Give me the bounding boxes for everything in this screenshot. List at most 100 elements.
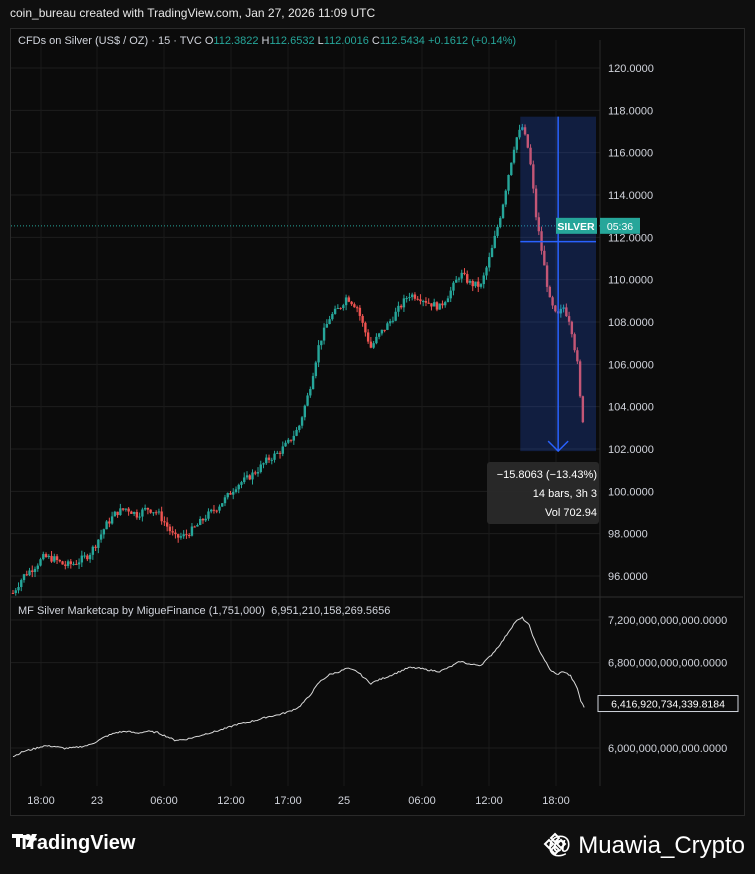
candle-body [226,493,229,498]
candle-body [83,555,86,557]
candle-body [132,512,136,514]
candle-body [581,396,585,423]
symbol-legend[interactable]: CFDs on Silver (US$ / OZ) · 15 · TVC O11… [18,35,516,47]
candle-body [163,521,166,523]
candle-body [116,511,119,516]
candle-body [97,539,100,548]
candle-body [328,319,331,325]
time-tick-label: 06:00 [408,795,436,807]
price-badge-countdown-bg [600,217,640,234]
indicator-tick-label: 6,000,000,000,000.0000 [608,743,727,755]
candle-body [176,534,180,538]
candle-body [369,341,373,348]
candle-body [36,565,39,569]
candle-body [358,307,362,316]
candle-body [499,218,502,227]
indicator-name: MF Silver Marketcap by MigueFinance (1,7… [18,605,265,617]
candle-body [386,323,389,330]
candle-body [91,546,95,555]
price-tick-label: 106.0000 [608,359,654,371]
candle-body [259,464,262,472]
candle-body [248,475,251,480]
indicator-value: 6,951,210,158,269.5656 [271,605,391,617]
candle-body [303,405,307,418]
candle-body [466,274,469,283]
candle-body [267,457,271,460]
candle-body [325,324,329,328]
tradingview-logo[interactable]: TradingView [12,832,135,855]
price-badge-countdown: 05:36 [607,221,633,233]
candle-body [529,147,532,165]
candle-body [284,442,287,447]
candle-body [364,322,367,333]
candle-body [47,555,50,558]
candle-body [207,511,210,519]
candle-body [523,127,527,135]
candle-body [174,532,177,535]
candle-body [350,301,353,305]
candle-body [215,510,218,512]
candle-body [237,484,240,490]
candle-body [413,294,417,299]
candle-body [273,453,276,460]
candle-body [171,531,174,533]
candle-body [278,452,282,454]
marketcap-indicator: 7,200,000,000,000.0000 6,800,000,000,000.… [11,615,739,758]
candle-body [187,535,191,537]
price-badge: SILVER 05:36 [556,217,640,234]
candle-body [518,129,521,138]
candle-body [455,279,458,283]
candle-body [399,305,403,308]
price-tick-label: 100.0000 [608,486,654,498]
candle-body [124,508,128,510]
indicator-legend[interactable]: MF Silver Marketcap by MigueFinance (1,7… [18,605,390,617]
candle-body [210,509,213,512]
candle-body [143,507,147,510]
close-label: C [371,35,380,47]
time-tick-label: 12:00 [217,795,245,807]
candle-body [243,477,246,483]
time-tick-label: 17:00 [274,795,302,807]
candle-body [256,471,260,474]
candle-body [20,580,23,588]
price-tick-label: 104.0000 [608,402,654,414]
candle-body [314,362,318,377]
candle-body [281,446,284,454]
candle-body [559,308,563,314]
time-tick-label: 12:00 [475,795,503,807]
candle-body [64,564,67,566]
chart-frame[interactable] [10,28,745,816]
indicator-last-value-box [597,695,739,713]
candle-body [427,302,430,304]
footer [0,818,755,874]
candle-body [88,554,92,560]
measure-label-box [487,462,599,524]
candle-body [468,280,472,283]
candle-body [532,164,535,189]
candle-body [212,509,216,511]
candle-body [347,297,351,302]
candle-body [276,452,279,454]
candle-body [168,526,172,532]
measure-volume-text: Vol 702.94 [545,507,597,519]
candle-body [477,281,480,287]
candle-body [573,334,576,351]
candle-body [567,316,571,322]
candle-body [14,590,17,594]
candle-body [537,217,541,232]
price-tick-label: 118.0000 [608,105,653,117]
price-tick-label: 116.0000 [608,148,653,160]
candle-body [471,280,474,287]
high-value: 112.6532 [269,35,315,47]
candle-body [135,512,139,518]
candle-body [482,275,485,285]
candle-body [306,395,309,406]
candle-body [201,518,205,521]
axes: 120.0000 118.0000 116.0000 114.0000 112.0000… [27,63,654,807]
watermark-text: @ Muawia_Crypto [547,832,745,859]
price-tick-label: 114.0000 [608,190,653,202]
candle-body [165,522,169,527]
marketcap-line [12,616,585,758]
open-label: O [204,35,214,47]
